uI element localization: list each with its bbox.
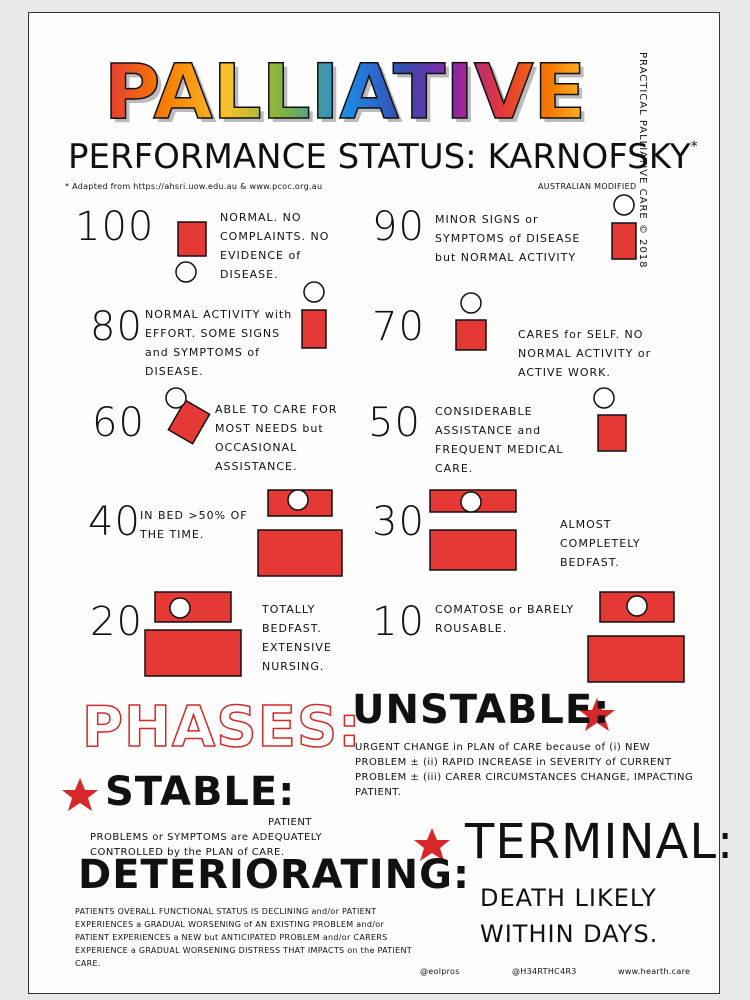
stars [62,698,615,861]
score: 10 [372,599,425,645]
phase-name: UNSTABLE: [352,687,611,733]
modifier-note: AUSTRALIAN MODIFIED [538,182,637,191]
title-shadow: PALLIATIVE [108,51,590,140]
score-description: NORMAL. NO COMPLAINTS. NO EVIDENCE of DI… [220,211,330,281]
score-description: CARES for SELF. NO NORMAL ACTIVITY or AC… [518,328,652,379]
page-title: PALLIATIVE [104,47,586,136]
sheet [28,12,720,994]
score-description: CONSIDERABLE ASSISTANCE and FREQUENT MED… [435,405,564,475]
source-note: * Adapted from https://ahsri.uow.edu.au … [65,182,323,191]
footer-handle: www.hearth.care [618,967,691,976]
score-description: ABLE TO CARE FOR MOST NEEDS but OCCASION… [215,403,338,473]
score: 40 [88,499,141,545]
credit: PRACTICAL PALLIATIVE CARE © 2018 [637,52,648,269]
footer-handle: @eolpros [420,967,460,976]
score: 50 [368,400,421,446]
score-description: MINOR SIGNS or SYMPTOMS of DISEASE but N… [435,213,581,264]
phase-name: TERMINAL: [465,814,735,870]
score-description: NORMAL ACTIVITY with EFFORT. SOME SIGNS … [145,308,293,378]
phases-heading: PHASES: [81,695,362,760]
score: 80 [90,304,143,350]
figures [144,194,685,683]
subtitle-text: PERFORMANCE STATUS: KARNOFSKY [68,137,691,177]
score: 90 [372,204,425,250]
score: 30 [372,499,425,545]
subtitle-mark: * [690,139,698,155]
footer-handle: @H34RTHC4R3 [512,967,577,976]
phase-name: STABLE: [105,769,296,815]
phase-description: DEATH LIKELY WITHIN DAYS. [480,884,659,948]
phase-name: DETERIORATING: [78,852,470,898]
phase-description: PATIENT PROBLEMS or SYMPTOMS are ADEQUAT… [90,817,323,858]
phase-description: PATIENTS OVERALL FUNCTIONAL STATUS IS DE… [75,907,412,968]
score: 20 [90,599,143,645]
subtitle: PERFORMANCE STATUS: KARNOFSKY* [68,140,698,174]
score-description: COMATOSE or BARELY ROUSABLE. [435,603,575,635]
score-description: TOTALLY BEDFAST. EXTENSIVE NURSING. [262,603,332,673]
score: 100 [75,204,155,250]
score-description: ALMOST COMPLETELY BEDFAST. [560,518,641,569]
score-description: IN BED >50% OF THE TIME. [140,509,248,541]
phase-description: URGENT CHANGE in PLAN of CARE because of… [355,742,694,798]
score: 70 [372,304,425,350]
score: 60 [92,400,145,446]
